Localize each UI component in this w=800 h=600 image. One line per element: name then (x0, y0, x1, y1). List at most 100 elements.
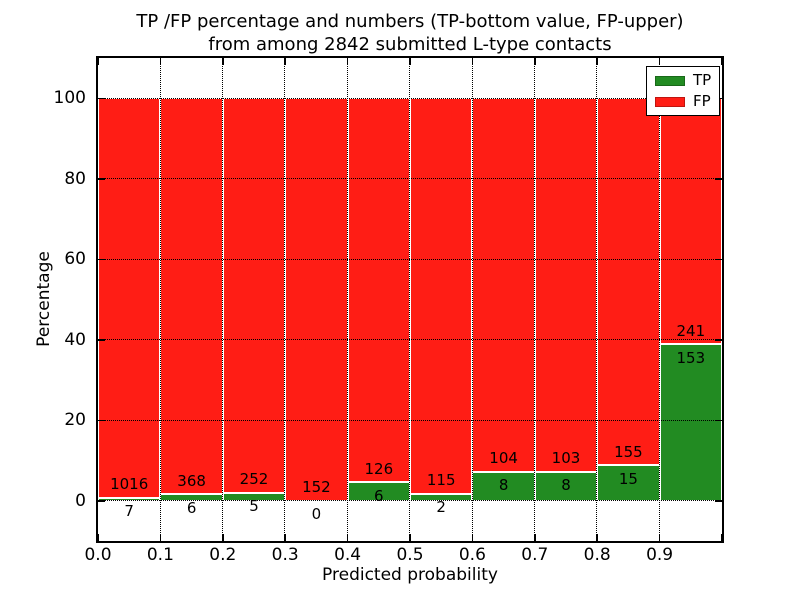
x-tick-mark (222, 58, 224, 65)
bar-tp-segment (659, 344, 722, 501)
bar-fp-segment (98, 98, 161, 498)
gridline-vertical (346, 58, 348, 541)
gridline-vertical (658, 58, 660, 541)
tp-count-label: 2 (436, 498, 446, 517)
x-tick-mark (596, 58, 598, 65)
gridline-vertical (159, 58, 161, 541)
x-tick-mark (534, 58, 536, 65)
bar-fp-segment (410, 98, 473, 494)
y-tick-label: 0 (75, 490, 86, 511)
x-tick-mark (596, 534, 598, 541)
bottom-spine (96, 541, 724, 543)
fp-count-label: 104 (489, 449, 518, 468)
legend-label-fp: FP (693, 92, 711, 110)
x-tick-mark (284, 58, 286, 65)
y-tick-mark (715, 258, 722, 260)
y-tick-label: 100 (53, 88, 86, 109)
legend-swatch-fp-icon (655, 96, 685, 107)
x-tick-mark (471, 58, 474, 65)
bar-fp-segment (347, 98, 410, 483)
x-tick-label: 0.5 (396, 545, 424, 565)
fp-count-label: 1016 (110, 475, 149, 494)
x-tick-label: 0.6 (458, 545, 486, 565)
chart-title-line2: from among 2842 submitted L-type contact… (208, 34, 612, 55)
left-spine (96, 56, 98, 543)
fp-count-label: 368 (177, 471, 206, 490)
y-tick-label: 80 (64, 168, 86, 189)
y-tick-label: 20 (64, 410, 86, 431)
fp-count-label: 115 (426, 471, 456, 490)
tp-count-label: 6 (374, 486, 384, 505)
legend: TP FP (646, 66, 721, 116)
x-tick-label: 0.4 (334, 545, 362, 565)
gridline-horizontal (98, 419, 722, 421)
gridline-vertical (284, 58, 286, 541)
legend-item-fp: FP (655, 92, 711, 110)
x-tick-mark (471, 534, 474, 541)
tp-count-label: 0 (311, 505, 322, 524)
y-tick-label: 40 (64, 329, 86, 350)
gridline-vertical (596, 58, 598, 541)
y-tick-mark (715, 178, 722, 180)
bar-fp-segment (222, 98, 286, 493)
gridline-vertical (471, 58, 473, 541)
x-tick-label: 0.9 (646, 545, 674, 565)
bar-fp-segment (659, 98, 722, 345)
x-tick-mark (534, 534, 536, 541)
bar-fp-segment (285, 98, 348, 501)
x-tick-mark (346, 58, 349, 65)
plot-area: 1016 7 368 6 252 5 152 0 126 6 115 2 104 8 103 8 155 15 24… (54, 56, 724, 565)
gridline-horizontal (98, 500, 722, 501)
y-tick-mark (98, 258, 105, 260)
x-tick-mark (409, 58, 411, 65)
gridline-horizontal (98, 178, 722, 179)
gridline-vertical (534, 58, 536, 541)
x-tick-mark (159, 534, 162, 541)
y-tick-mark (715, 339, 722, 341)
x-tick-label: 0.1 (146, 545, 174, 565)
tp-count-label: 7 (124, 502, 134, 521)
fp-count-label: 155 (614, 442, 643, 461)
tp-count-label: 15 (618, 469, 638, 488)
y-tick-mark (98, 500, 105, 502)
x-tick-label: 0.3 (271, 545, 299, 565)
x-tick-label: 0.8 (583, 545, 611, 565)
x-axis-label: Predicted probability (322, 565, 498, 585)
tp-count-label: 8 (561, 476, 571, 495)
x-tick-mark (222, 534, 224, 541)
x-tick-mark (159, 58, 162, 65)
y-tick-mark (98, 178, 105, 180)
gridline-vertical (409, 58, 411, 541)
top-spine (96, 56, 724, 58)
x-tick-label: 0.7 (521, 545, 549, 565)
tp-count-label: 153 (676, 348, 706, 367)
legend-swatch-tp-icon (655, 75, 685, 86)
fp-count-label: 126 (364, 459, 394, 478)
legend-label-tp: TP (693, 71, 712, 89)
bar-fp-segment (160, 98, 223, 495)
x-tick-mark (346, 534, 349, 541)
bar-fp-segment (472, 98, 535, 472)
legend-item-tp: TP (655, 71, 712, 89)
gridline-horizontal (98, 339, 722, 340)
x-tick-label: 0.0 (84, 545, 112, 565)
x-tick-mark (658, 534, 661, 541)
bar-fp-segment (597, 98, 660, 466)
x-tick-mark (97, 58, 99, 65)
tp-count-label: 8 (498, 476, 509, 495)
tp-count-label: 6 (186, 498, 197, 517)
tp-count-label: 5 (249, 497, 259, 516)
fp-count-label: 241 (676, 321, 706, 340)
bar-fp-segment (534, 98, 598, 472)
gridline-horizontal (98, 97, 722, 99)
y-tick-mark (715, 500, 722, 502)
x-tick-mark (409, 534, 411, 541)
x-tick-label: 0.2 (209, 545, 237, 565)
fp-count-label: 252 (239, 470, 269, 489)
x-tick-mark (658, 58, 661, 65)
gridline-horizontal (98, 258, 722, 260)
right-spine (722, 56, 724, 543)
chart-title: TP /FP percentage and numbers (TP-bottom… (136, 10, 683, 56)
gridline-vertical (222, 58, 224, 541)
